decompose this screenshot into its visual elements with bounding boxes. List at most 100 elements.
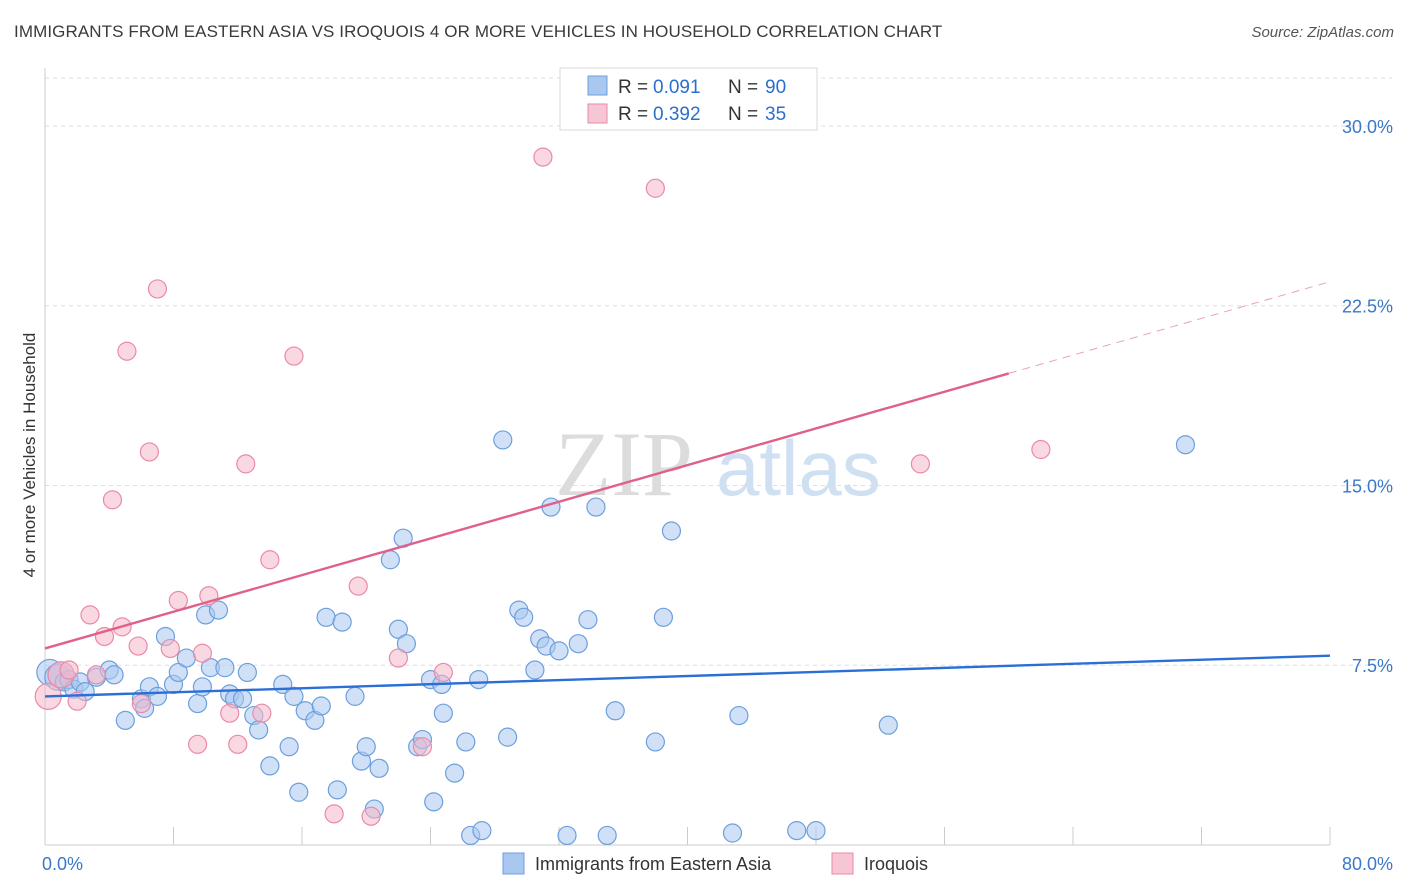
- immigrants-point-63: [493, 430, 513, 450]
- immigrants-point-55: [424, 792, 444, 812]
- iroquois-point-11: [131, 693, 151, 714]
- trend-line-iroquois-extension: [1008, 281, 1331, 374]
- immigrants-point-86: [1175, 435, 1196, 455]
- immigrants-point-45: [356, 737, 376, 757]
- source-credit: Source: ZipAtlas.com: [1251, 24, 1394, 41]
- immigrants-point-11: [115, 710, 135, 730]
- iroquois-point-25: [324, 804, 344, 824]
- y-tick-label-3: 30.0%: [1342, 117, 1393, 137]
- iroquois-point-10: [128, 636, 148, 656]
- iroquois-point-30: [433, 662, 453, 683]
- iroquois-point-12: [139, 442, 160, 462]
- bottom-legend-label-blue: Immigrants from Eastern Asia: [535, 854, 772, 874]
- immigrants-point-83: [787, 821, 807, 841]
- immigrants-point-42: [332, 612, 352, 632]
- bottom-legend: Immigrants from Eastern Asia Iroquois: [502, 852, 928, 875]
- immigrants-point-40: [316, 607, 336, 627]
- iroquois-point-7: [102, 490, 123, 510]
- immigrants-point-81: [722, 823, 743, 843]
- immigrants-point-25: [215, 658, 235, 678]
- bottom-legend-swatch-pink: [831, 852, 854, 875]
- iroquois-point-33: [910, 454, 931, 474]
- immigrants-point-84: [806, 821, 826, 841]
- iroquois-point-9: [117, 341, 137, 361]
- axes: [44, 68, 1331, 846]
- iroquois-point-20: [228, 734, 248, 754]
- trend-line-immigrants: [44, 654, 1331, 698]
- x-tick-label-1: 80.0%: [1342, 854, 1393, 874]
- watermark: ZIP atlas: [555, 413, 881, 515]
- immigrants-point-58: [444, 763, 465, 783]
- immigrants-point-32: [260, 756, 280, 776]
- trend-lines: [44, 281, 1331, 698]
- immigrants-point-67: [525, 660, 545, 680]
- series-iroquois-points: [34, 147, 1051, 826]
- y-axis-label: 4 or more Vehicles in Household: [20, 333, 39, 578]
- legend-swatch-blue: [587, 75, 608, 96]
- immigrants-point-76: [597, 825, 617, 846]
- immigrants-point-31: [249, 720, 269, 740]
- bottom-legend-label-pink: Iroquois: [864, 854, 928, 874]
- immigrants-point-24: [208, 600, 229, 620]
- legend-swatch-pink: [587, 103, 608, 124]
- x-tick-label-0: 0.0%: [42, 854, 83, 874]
- immigrants-point-51: [396, 634, 417, 654]
- iroquois-point-4: [80, 605, 100, 625]
- immigrants-point-28: [232, 689, 253, 709]
- immigrants-point-64: [498, 727, 518, 747]
- bottom-legend-swatch-blue: [502, 852, 525, 875]
- iroquois-point-13: [147, 279, 168, 299]
- immigrants-point-43: [345, 686, 365, 706]
- immigrants-point-10: [104, 665, 124, 685]
- iroquois-point-34: [1031, 439, 1051, 460]
- immigrants-point-47: [369, 758, 389, 778]
- immigrants-point-72: [557, 825, 577, 846]
- immigrants-point-61: [469, 670, 489, 690]
- iroquois-point-28: [388, 648, 408, 668]
- legend-r-label-blue: R =: [618, 77, 648, 98]
- immigrants-point-73: [568, 634, 588, 654]
- immigrants-point-82: [729, 705, 749, 726]
- immigrants-point-59: [456, 732, 476, 752]
- immigrants-point-85: [878, 715, 898, 735]
- immigrants-point-36: [289, 782, 309, 802]
- legend-r-value-pink: 0.392: [653, 104, 701, 125]
- iroquois-point-27: [361, 806, 381, 826]
- gridlines: [45, 77, 1392, 666]
- legend-r-label-pink: R =: [618, 104, 648, 125]
- iroquois-point-2: [59, 660, 79, 680]
- immigrants-point-71: [549, 641, 569, 661]
- legend: R = 0.091 N = 90 R = 0.392 N = 35: [559, 67, 818, 131]
- iroquois-point-14: [160, 638, 180, 659]
- iroquois-point-24: [284, 346, 304, 366]
- y-tick-label-0: 7.5%: [1352, 656, 1393, 676]
- y-tick-label-1: 15.0%: [1342, 476, 1393, 496]
- immigrants-point-74: [578, 610, 598, 630]
- immigrants-point-57: [433, 703, 453, 723]
- iroquois-point-23: [260, 550, 280, 570]
- iroquois-point-5: [86, 665, 107, 685]
- y-tick-labels: 7.5% 15.0% 22.5% 30.0%: [1342, 117, 1393, 676]
- legend-n-label-pink: N =: [728, 104, 758, 125]
- iroquois-point-21: [236, 454, 256, 474]
- iroquois-point-29: [412, 737, 433, 757]
- iroquois-point-19: [220, 703, 240, 723]
- immigrants-point-21: [192, 677, 213, 697]
- immigrants-point-48: [380, 550, 400, 570]
- trend-line-iroquois: [44, 372, 1010, 650]
- immigrants-point-78: [645, 732, 665, 752]
- y-tick-label-2: 22.5%: [1342, 297, 1393, 317]
- x-tick-labels: 0.0% 80.0%: [42, 854, 1393, 874]
- immigrants-point-49: [388, 619, 408, 639]
- iroquois-point-31: [533, 147, 553, 167]
- iroquois-point-17: [192, 643, 213, 663]
- watermark-atlas: atlas: [716, 424, 881, 512]
- legend-n-value-pink: 35: [765, 104, 786, 125]
- immigrants-point-15: [147, 686, 168, 706]
- legend-r-value-blue: 0.091: [653, 77, 701, 98]
- iroquois-point-26: [348, 576, 368, 596]
- iroquois-point-15: [168, 590, 188, 611]
- legend-n-value-blue: 90: [765, 77, 786, 98]
- chart-title: IMMIGRANTS FROM EASTERN ASIA VS IROQUOIS…: [14, 22, 943, 41]
